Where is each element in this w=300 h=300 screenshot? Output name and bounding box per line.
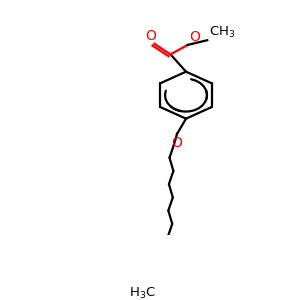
Text: CH$_3$: CH$_3$: [209, 24, 235, 40]
Text: O: O: [189, 30, 200, 44]
Text: O: O: [145, 28, 156, 43]
Text: H$_3$C: H$_3$C: [129, 286, 156, 300]
Text: O: O: [172, 136, 182, 150]
